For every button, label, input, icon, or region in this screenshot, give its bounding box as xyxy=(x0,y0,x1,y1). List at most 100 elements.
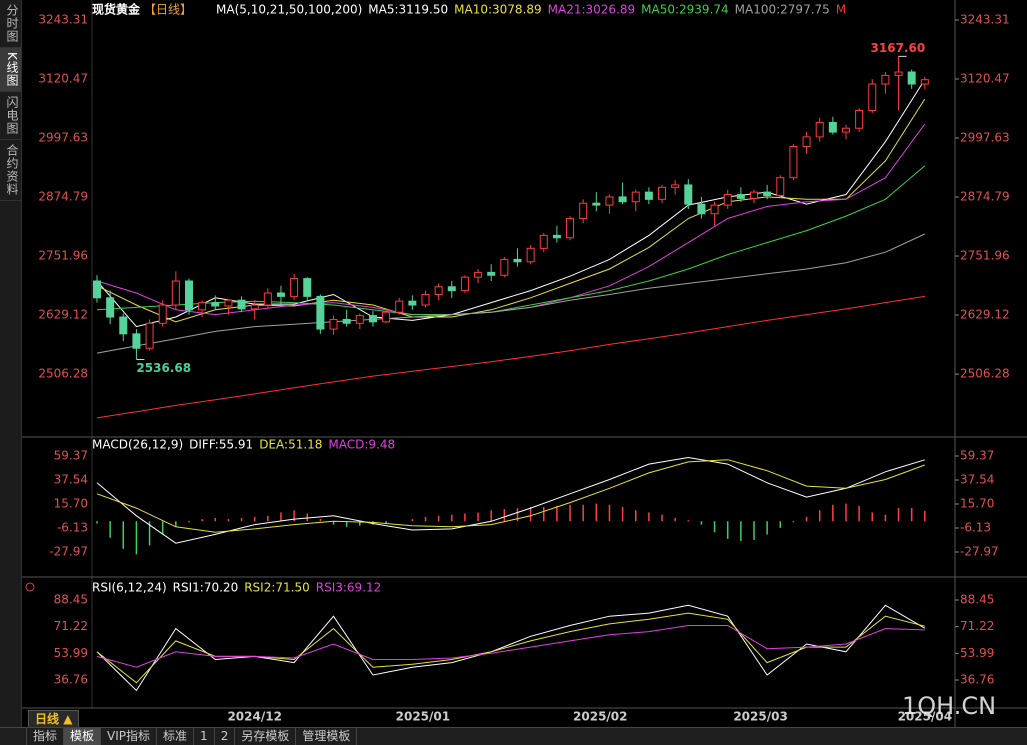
candle-body xyxy=(566,218,575,239)
candle-body xyxy=(250,304,259,310)
toolbar-item[interactable]: 标准 xyxy=(157,728,195,745)
toolbar-item[interactable]: 2 xyxy=(215,728,236,745)
candle-body xyxy=(605,196,614,206)
candle-body xyxy=(119,316,128,335)
candle-body xyxy=(736,194,745,199)
legend-text: MACD(26,12,9) xyxy=(92,438,183,452)
y-tick-label: -6.13 xyxy=(57,520,88,534)
candle-body xyxy=(697,203,706,215)
y-tick-label: 53.99 xyxy=(54,646,88,660)
y-tick-label: 3120.47 xyxy=(38,72,88,86)
series-line xyxy=(96,79,926,328)
candle-body xyxy=(342,318,351,324)
candle-body xyxy=(841,127,850,133)
y-tick-label: 2506.28 xyxy=(38,367,88,381)
candle-body xyxy=(211,302,220,307)
toolbar-item[interactable]: 管理模板 xyxy=(296,728,358,745)
legend-text: 现货黄金 xyxy=(92,2,141,17)
candle-body xyxy=(184,280,193,311)
legend-text: MA5:3119.50 xyxy=(368,3,448,17)
candle-body xyxy=(750,191,758,199)
toolbar-item[interactable]: 指标 xyxy=(27,728,65,745)
watermark: 1QH.CN xyxy=(902,692,997,720)
candle-body xyxy=(815,121,824,138)
y-tick-label: 36.76 xyxy=(960,673,994,687)
toolbar: 指标 模板 VIP指标 标准 1 2 另存模板 管理模板 xyxy=(0,727,1027,745)
y-tick-label: 36.76 xyxy=(54,673,88,687)
candle-body xyxy=(894,71,903,76)
x-tick-label: 2024/12 xyxy=(227,710,281,724)
x-tick-label: 2025/01 xyxy=(396,710,450,724)
y-tick-label: 88.45 xyxy=(54,592,88,606)
candle-body xyxy=(237,299,246,310)
y-tick-label: 3120.47 xyxy=(960,72,1010,86)
x-tick-label: 2025/03 xyxy=(733,710,787,724)
y-tick-label: 2751.96 xyxy=(38,249,88,263)
candle-body xyxy=(329,318,338,330)
candle-body xyxy=(382,311,391,323)
legend-text: RSI2:71.50 xyxy=(244,581,310,595)
legend-text: RSI1:70.20 xyxy=(173,581,239,595)
side-tab[interactable]: 闪电图 xyxy=(0,92,21,140)
side-tab[interactable]: 合约资料 xyxy=(0,140,21,201)
sidebar: 分时图 K线图 闪电图 合约资料 xyxy=(0,0,22,744)
y-tick-label: 2874.79 xyxy=(38,190,88,204)
period-label: 日线 xyxy=(35,712,60,726)
y-tick-label: 2751.96 xyxy=(960,249,1010,263)
period-button[interactable]: 日线 ▲ xyxy=(28,710,80,728)
candle-body xyxy=(658,186,667,200)
y-tick-label: 37.54 xyxy=(54,472,88,486)
series-line xyxy=(96,625,925,668)
series-line xyxy=(96,459,925,533)
candle-body xyxy=(421,293,430,306)
candle-body xyxy=(487,271,496,276)
candle-body xyxy=(579,202,588,220)
candle-body xyxy=(395,300,404,313)
legend-text: 【日线】 xyxy=(144,3,192,17)
legend-text: MA10:3078.89 xyxy=(454,3,542,17)
y-tick-label: 2997.63 xyxy=(960,131,1010,145)
y-tick-label: 2629.12 xyxy=(960,308,1010,322)
series-line xyxy=(96,98,926,323)
series-line xyxy=(96,233,926,354)
toolbar-item[interactable]: VIP指标 xyxy=(101,728,158,745)
side-tab[interactable]: 分时图 xyxy=(0,0,21,48)
legend-text: MACD:9.48 xyxy=(328,438,395,452)
candle-body xyxy=(644,191,653,200)
toolbar-item[interactable]: 另存模板 xyxy=(235,728,297,745)
candle-body xyxy=(171,280,180,306)
y-tick-label: 15.70 xyxy=(54,496,88,510)
series-line xyxy=(96,604,926,692)
candle-body xyxy=(710,204,719,215)
candle-body xyxy=(592,202,601,206)
y-tick-label: 2629.12 xyxy=(38,308,88,322)
series-line xyxy=(96,456,925,544)
legend-text: MA50:2939.74 xyxy=(641,3,729,17)
candle-body xyxy=(684,184,693,205)
side-tab[interactable]: K线图 xyxy=(0,48,21,92)
candle-body xyxy=(881,74,890,85)
candle-body xyxy=(93,280,101,299)
y-tick-label: -6.13 xyxy=(960,520,991,534)
candle-body xyxy=(145,322,154,349)
candle-body xyxy=(828,121,837,133)
toolbar-item[interactable]: 模板 xyxy=(64,728,102,745)
toolbar-item[interactable]: 1 xyxy=(194,728,215,745)
candle-body xyxy=(552,234,561,239)
annotation: 3167.60 xyxy=(871,41,926,55)
candle-body xyxy=(631,191,640,203)
series-line xyxy=(96,123,926,316)
candle-body xyxy=(290,278,299,297)
legend-text: MA21:3026.89 xyxy=(548,3,636,17)
candle-body xyxy=(158,304,167,324)
series-line xyxy=(96,165,926,316)
candle-body xyxy=(460,276,469,292)
candle-body xyxy=(263,292,272,306)
candle-body xyxy=(447,286,456,292)
legend-text: MA100:2797.75 xyxy=(735,3,830,17)
candle-body xyxy=(789,145,798,179)
candle-body xyxy=(368,315,377,323)
y-tick-label: -27.97 xyxy=(49,544,88,558)
